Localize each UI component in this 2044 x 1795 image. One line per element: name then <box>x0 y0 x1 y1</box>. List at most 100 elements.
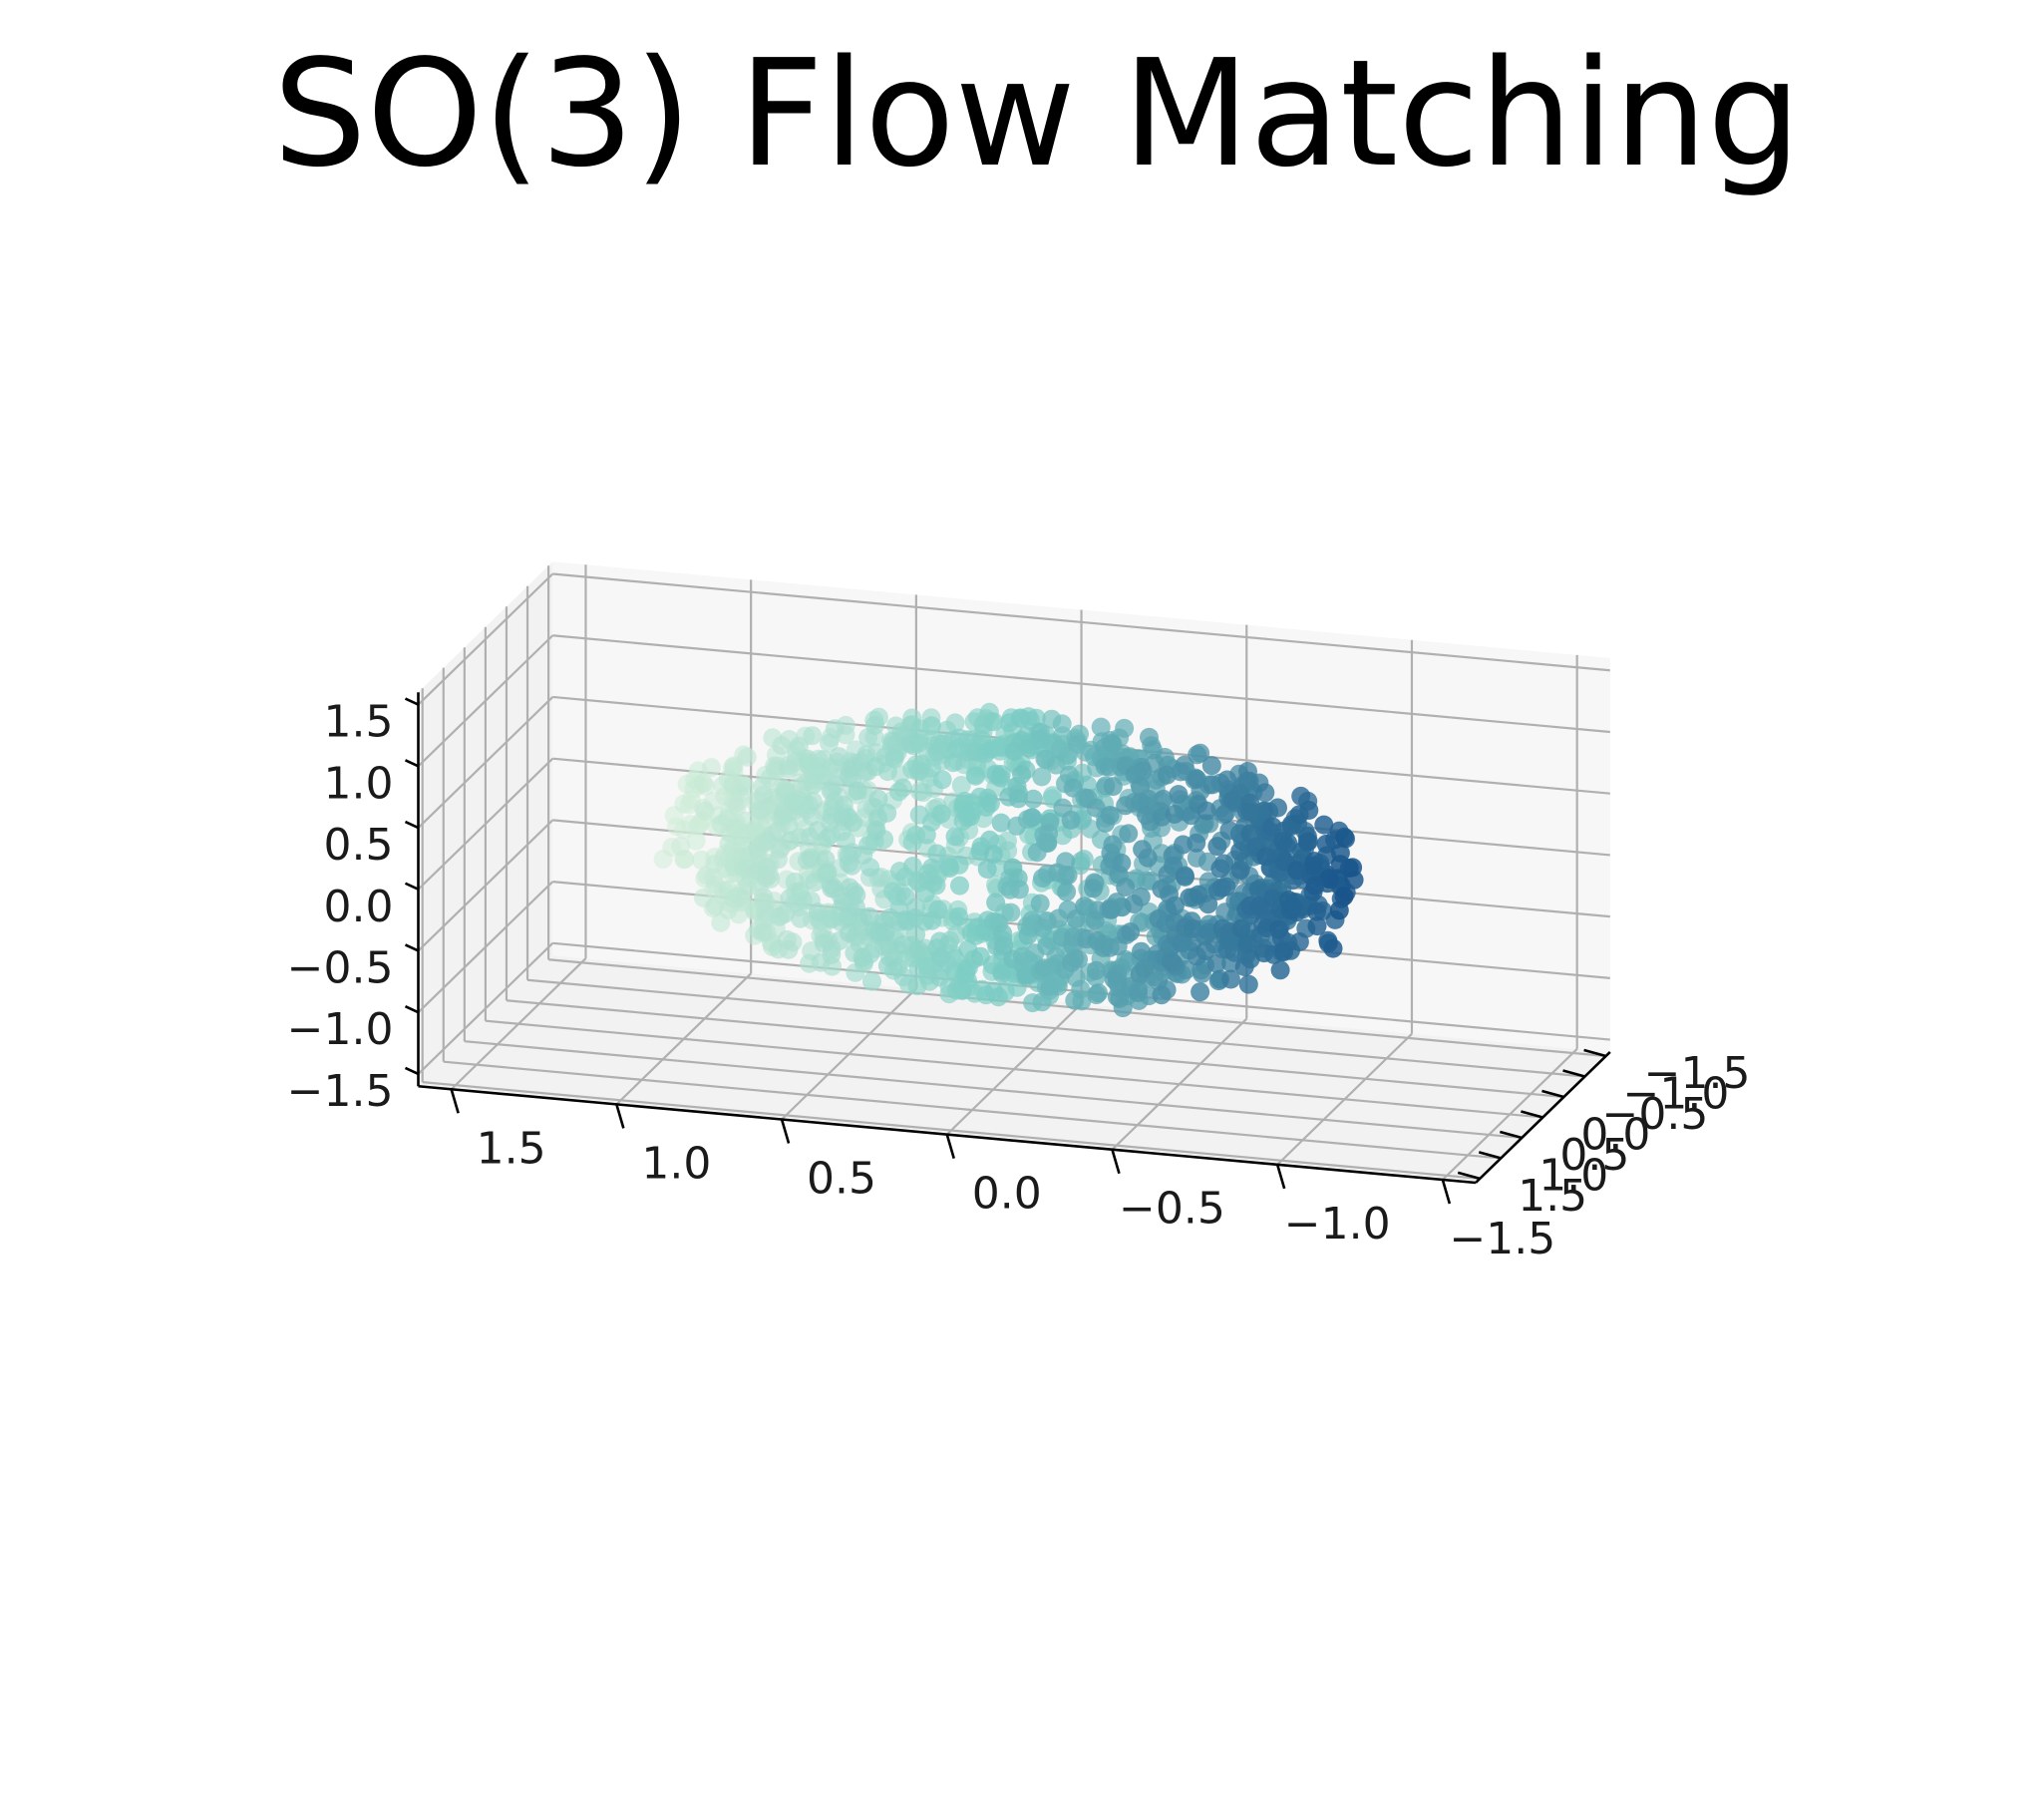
tick-mark <box>404 1005 420 1014</box>
z-tick-label: 0.5 <box>324 820 394 871</box>
data-point <box>1091 717 1111 737</box>
data-point <box>927 938 947 958</box>
tick-mark <box>1441 1179 1452 1205</box>
grid-line <box>450 957 587 1091</box>
data-point <box>1269 919 1288 939</box>
data-point <box>1137 806 1156 826</box>
grid-line <box>464 1040 1523 1140</box>
data-point <box>865 715 884 735</box>
x-tick-label: 0.0 <box>972 1169 1042 1220</box>
tick-mark <box>404 820 420 830</box>
tick-mark <box>1562 1069 1585 1078</box>
x-tick-label: −1.0 <box>1284 1199 1391 1250</box>
data-point <box>1099 757 1119 777</box>
data-point <box>1217 770 1237 790</box>
data-point <box>1140 727 1159 747</box>
data-point <box>982 739 1002 759</box>
data-point <box>1068 735 1087 754</box>
data-point <box>711 814 731 834</box>
tick-mark <box>1275 1164 1286 1190</box>
data-point <box>1110 989 1130 1008</box>
grid-line <box>417 634 554 768</box>
data-point <box>1237 934 1257 954</box>
data-point <box>852 947 872 967</box>
tick-mark <box>1478 1151 1502 1160</box>
data-point <box>825 719 845 739</box>
data-point <box>1305 876 1325 896</box>
data-point <box>1008 789 1028 809</box>
data-point <box>724 889 744 908</box>
data-point <box>960 807 980 827</box>
data-point <box>839 808 858 828</box>
y-tick-label: 1.5 <box>1518 1171 1587 1222</box>
data-point <box>1100 806 1120 825</box>
data-point <box>877 803 897 823</box>
data-point <box>754 785 774 805</box>
data-point <box>1174 835 1192 855</box>
data-point <box>1019 738 1039 758</box>
data-point <box>1289 805 1309 825</box>
data-point <box>951 776 971 795</box>
data-point <box>874 830 894 850</box>
data-point <box>860 858 880 878</box>
data-point <box>1279 891 1299 910</box>
data-point <box>738 876 758 896</box>
z-tick-label: 1.0 <box>324 758 394 809</box>
data-point <box>1307 901 1327 921</box>
data-point <box>1274 942 1294 961</box>
data-point <box>840 923 859 942</box>
data-point <box>877 955 897 975</box>
data-point <box>909 719 929 739</box>
grid-line <box>552 572 1610 672</box>
data-point <box>1135 958 1155 978</box>
data-point <box>1103 777 1123 797</box>
data-point <box>905 908 925 927</box>
data-point <box>1022 808 1042 828</box>
data-point <box>1255 783 1275 803</box>
data-point <box>1087 930 1107 950</box>
data-point <box>719 834 739 854</box>
data-point <box>1061 953 1081 972</box>
data-point <box>1104 969 1124 989</box>
data-points <box>653 702 1364 1018</box>
data-point <box>1207 837 1227 857</box>
grid-line <box>417 757 554 891</box>
data-point <box>893 967 913 987</box>
data-point <box>949 906 969 926</box>
tick-labels: −1.5−1.5−1.5−1.0−1.0−1.0−0.5−0.5−0.50.00… <box>287 697 1751 1264</box>
data-point <box>843 757 862 777</box>
y-tick-label: −0.5 <box>1601 1089 1708 1140</box>
data-point <box>1157 765 1177 785</box>
data-point <box>756 902 776 922</box>
data-point <box>1030 722 1050 742</box>
data-point <box>723 758 743 778</box>
data-point <box>1330 855 1350 875</box>
data-point <box>748 861 768 881</box>
data-point <box>931 804 951 824</box>
data-point <box>930 967 949 987</box>
data-point <box>990 768 1010 788</box>
grid-line <box>443 1060 1502 1160</box>
x-tick-label: −0.5 <box>1119 1184 1225 1235</box>
data-point <box>910 782 929 801</box>
data-point <box>820 733 839 753</box>
data-point <box>723 775 743 794</box>
tick-mark <box>404 943 420 952</box>
grid-line <box>552 634 1610 734</box>
data-point <box>1063 778 1083 798</box>
tick-mark <box>1500 1130 1523 1140</box>
tick-mark <box>1457 1171 1481 1181</box>
data-point <box>909 761 929 781</box>
data-point <box>1273 832 1293 852</box>
tick-mark <box>1583 1048 1606 1058</box>
data-point <box>908 733 928 753</box>
data-point <box>1221 969 1240 989</box>
data-point <box>1211 878 1231 898</box>
data-point <box>803 726 823 746</box>
data-point <box>1132 941 1151 961</box>
data-point <box>754 887 773 906</box>
data-point <box>966 766 986 786</box>
y-tick-label: −1.5 <box>1644 1048 1751 1099</box>
data-point <box>695 801 715 821</box>
